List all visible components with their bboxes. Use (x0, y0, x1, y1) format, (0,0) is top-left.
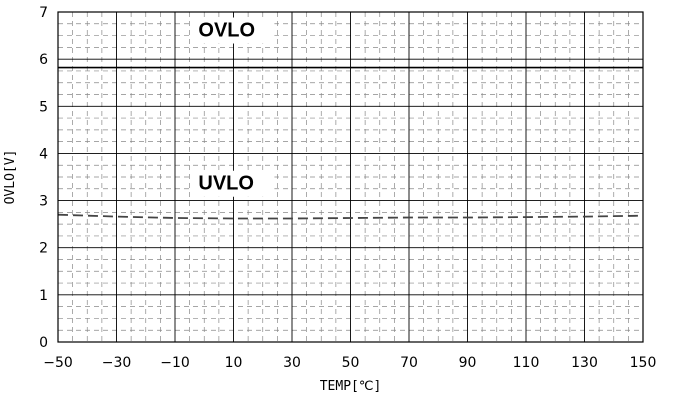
plot-frame (57, 11, 644, 343)
x-tick-label: 10 (225, 355, 243, 371)
x-tick-label: 130 (571, 355, 598, 371)
y-tick-label: 5 (39, 99, 48, 115)
x-axis-title: TEMP[℃] (320, 379, 382, 394)
y-tick-label: 3 (39, 194, 48, 210)
y-tick-label: 2 (39, 241, 48, 257)
x-tick-label: 150 (630, 355, 657, 371)
ovlo-label-background (190, 17, 275, 44)
x-tick-label: −30 (102, 355, 132, 371)
ovlo-label: OVLO (198, 20, 255, 42)
x-tick-label: 110 (513, 355, 540, 371)
y-tick-label: 6 (39, 52, 48, 68)
y-tick-label: 1 (39, 288, 48, 304)
uvlo-label-background (190, 170, 275, 197)
annotation-layer: OVLO UVLO (190, 17, 275, 197)
y-tick-label: 0 (39, 335, 48, 351)
uvlo-series-line (57, 213, 644, 220)
x-tick-label: 30 (283, 355, 301, 371)
tick-labels: −50 −30 −10 10 30 50 70 90 110 130 150 0 1 2 3 4 5 6 7 (39, 5, 656, 371)
y-tick-label: 4 (39, 146, 48, 162)
x-tick-label: 70 (400, 355, 418, 371)
x-tick-label: −50 (43, 355, 73, 371)
y-axis-title: OVLO[V] (3, 150, 18, 205)
y-tick-label: 7 (39, 5, 48, 21)
x-tick-label: −10 (160, 355, 190, 371)
series-layer (57, 66, 644, 220)
x-tick-label: 50 (342, 355, 360, 371)
uvlo-label: UVLO (198, 173, 254, 195)
x-tick-label: 90 (459, 355, 477, 371)
